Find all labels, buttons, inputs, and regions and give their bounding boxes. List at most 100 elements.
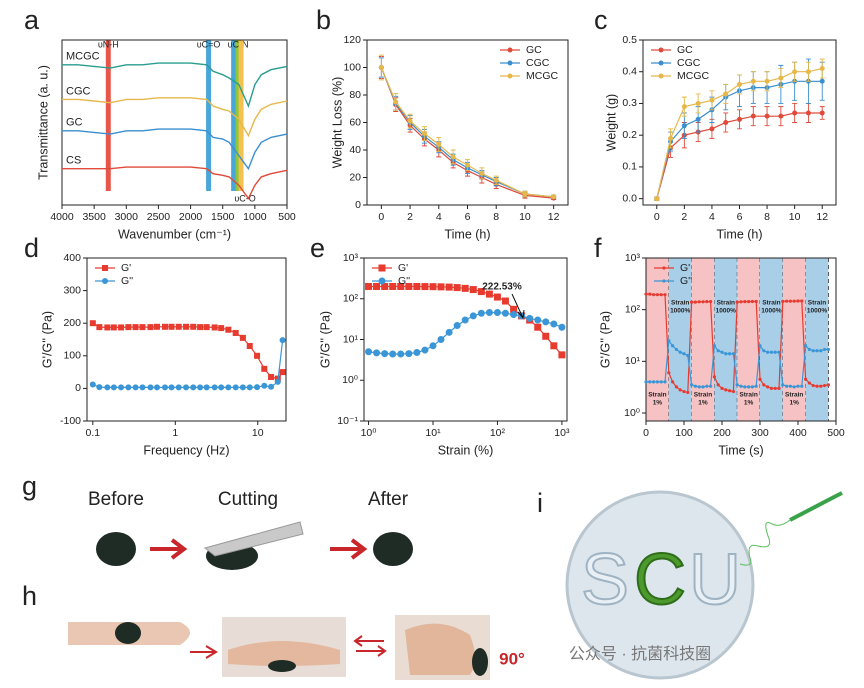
marker	[493, 293, 501, 301]
marker	[485, 308, 493, 316]
plot-frame	[645, 257, 837, 422]
marker	[183, 323, 190, 330]
marker	[96, 324, 103, 331]
band-label: υC-O	[234, 193, 255, 203]
marker	[551, 194, 557, 200]
marker	[644, 292, 648, 296]
marker	[769, 350, 774, 354]
region-label: 1%	[653, 400, 663, 407]
marker	[203, 384, 210, 391]
marker	[788, 299, 793, 303]
region-label: 1000%	[761, 308, 781, 315]
annotation: 222.53%	[482, 282, 522, 293]
marker	[479, 170, 485, 176]
marker	[695, 100, 701, 106]
marker	[534, 323, 542, 331]
marker	[501, 297, 509, 305]
marker	[737, 81, 742, 87]
x-tick-label: 2	[681, 211, 687, 223]
marker	[139, 324, 146, 331]
marker	[764, 78, 770, 84]
marker	[102, 265, 108, 271]
marker	[658, 60, 664, 66]
marker	[712, 344, 717, 348]
marker	[96, 384, 103, 391]
marker	[225, 384, 232, 391]
x-tick-label: 10⁰	[361, 427, 378, 439]
band-label: υN-H	[98, 39, 119, 49]
marker	[469, 312, 477, 320]
marker	[190, 384, 197, 391]
watermark: 公众号 · 抗菌科技圈	[569, 645, 711, 663]
marker	[695, 116, 701, 122]
y-tick-label: 10²	[343, 293, 359, 305]
region-label: Strain	[762, 300, 780, 307]
x-tick-label: 10	[519, 211, 531, 223]
legend-label: G''	[398, 275, 410, 287]
marker	[501, 309, 509, 317]
y-tick-label: 100	[63, 350, 81, 362]
strain-region	[714, 258, 738, 421]
marker	[723, 120, 729, 125]
strain-region	[668, 258, 692, 421]
marker	[785, 384, 789, 388]
marker	[712, 375, 717, 379]
marker	[792, 385, 796, 389]
marker	[211, 384, 218, 391]
marker	[697, 385, 701, 389]
x-axis-label: Strain (%)	[438, 443, 494, 457]
angle-label: 90°	[499, 649, 525, 668]
strain-region	[760, 258, 783, 421]
marker	[674, 347, 679, 352]
marker	[743, 300, 747, 304]
marker	[542, 318, 550, 326]
marker	[405, 282, 413, 290]
marker	[678, 350, 682, 354]
x-tick-label: 4000	[50, 211, 74, 223]
marker	[690, 383, 694, 387]
marker	[397, 350, 405, 358]
hydrogel	[268, 660, 296, 672]
y-tick-label: -100	[60, 415, 81, 427]
y-tick-label: 0.0	[622, 192, 637, 204]
marker	[693, 384, 698, 388]
marker	[826, 347, 831, 352]
marker	[139, 384, 146, 391]
marker	[655, 293, 660, 297]
marker	[132, 324, 139, 331]
marker	[648, 380, 652, 384]
marker	[510, 305, 518, 313]
marker	[823, 347, 827, 352]
panel-letter: i	[537, 488, 543, 518]
marker	[132, 384, 139, 391]
hydrogel	[472, 648, 488, 676]
y-tick-label: 120	[343, 34, 361, 46]
x-tick-label: 12	[816, 211, 828, 223]
arrow	[353, 635, 387, 657]
marker	[811, 383, 815, 388]
region-label: 1%	[698, 400, 708, 407]
marker	[709, 97, 715, 103]
marker	[766, 385, 770, 389]
marker	[413, 282, 421, 290]
x-tick-label: 400	[789, 427, 807, 439]
panel-letter: h	[22, 581, 37, 611]
y-tick-label: 10⁻¹	[337, 415, 358, 427]
panel-letter: b	[316, 5, 331, 35]
marker	[89, 381, 96, 388]
extruded-gel	[739, 519, 791, 566]
marker	[728, 389, 732, 393]
strain-region	[782, 258, 806, 421]
y-tick-label: 0.2	[622, 129, 637, 141]
marker	[652, 380, 656, 384]
marker	[667, 371, 671, 375]
plot-frame	[61, 39, 288, 206]
region-label: Strain	[648, 392, 666, 399]
arrow	[330, 538, 368, 560]
syringe	[789, 491, 843, 522]
band	[206, 40, 212, 191]
y-tick-label: 10¹	[625, 355, 641, 367]
marker	[701, 300, 705, 304]
series-line	[380, 67, 554, 198]
marker	[239, 334, 246, 341]
